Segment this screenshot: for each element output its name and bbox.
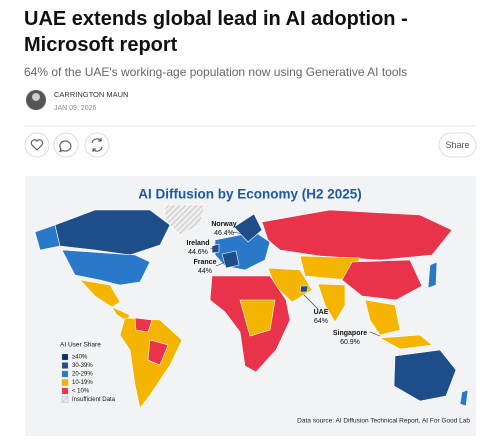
annotation-value: 44%: [198, 268, 212, 275]
avatar-face: [32, 93, 40, 101]
map-source: Data source: AI Diffusion Technical Repo…: [297, 418, 470, 425]
legend-label: 10-19%: [72, 380, 93, 386]
legend-swatch: [61, 396, 69, 403]
legend-swatch: [61, 387, 69, 395]
annotation-name: Ireland: [187, 240, 210, 247]
legend-title: AI User Share: [60, 342, 101, 349]
annotation-name: Singapore: [333, 330, 367, 337]
annotation-name: France: [194, 259, 217, 266]
legend-swatch: [61, 370, 69, 378]
article-subtitle: 64% of the UAE's working-age population …: [24, 65, 407, 79]
legend-label: 30-39%: [72, 363, 93, 369]
legend: AI User Share ≥40% 30-39% 20-29% 10-19% < 10…: [60, 342, 116, 403]
legend-label: Insufficient Data: [72, 397, 116, 403]
annotation-name: UAE: [314, 309, 329, 316]
restack-button[interactable]: [84, 132, 110, 158]
map-title: AI Diffusion by Economy (H2 2025): [138, 187, 362, 202]
author-name[interactable]: CARRINGTON MAUN: [54, 90, 128, 99]
legend-swatch: [61, 362, 69, 369]
comment-button[interactable]: [53, 132, 79, 158]
share-label[interactable]: Share: [445, 140, 469, 150]
legend-label: < 10%: [72, 389, 90, 395]
article-date: JAN 09, 2026: [54, 105, 97, 112]
article-title: UAE extends global lead in AI adoption -…: [24, 8, 408, 56]
annotation-value: 46.4%: [214, 230, 234, 237]
annotation-value: 44.6%: [188, 249, 208, 256]
like-button[interactable]: [24, 132, 50, 158]
share-button[interactable]: [438, 132, 477, 158]
legend-swatch: [61, 353, 69, 361]
map-image: AI Diffusion by Economy (H2 2025): [25, 176, 476, 436]
legend-label: ≥40%: [72, 355, 88, 361]
annotation-value: 60.9%: [340, 339, 360, 346]
annotation-name: Norway: [211, 221, 236, 228]
annotation-value: 64%: [314, 318, 328, 325]
legend-swatch: [61, 379, 69, 386]
legend-label: 20-29%: [72, 372, 93, 378]
